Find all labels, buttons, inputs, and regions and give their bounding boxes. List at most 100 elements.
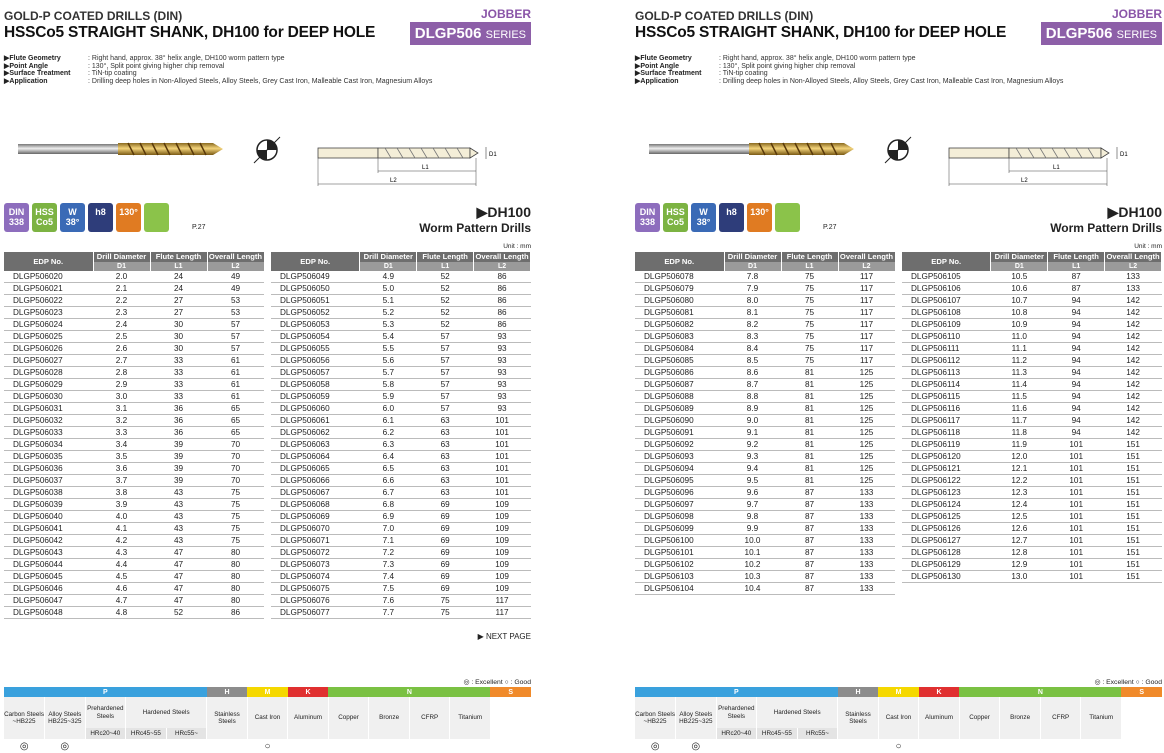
- table-row[interactable]: DLGP506109 10.9 94 142: [902, 318, 1162, 332]
- table-row[interactable]: DLGP506065 6.5 63 101: [271, 462, 531, 476]
- table-row[interactable]: DLGP506055 5.5 57 93: [271, 342, 531, 356]
- table-row[interactable]: DLGP506023 2.3 27 53: [4, 306, 264, 320]
- table-row[interactable]: DLGP506130 13.0 101 151: [902, 570, 1162, 584]
- table-row[interactable]: DLGP506051 5.1 52 86: [271, 294, 531, 308]
- table-row[interactable]: DLGP506125 12.5 101 151: [902, 510, 1162, 524]
- table-row[interactable]: DLGP506103 10.3 87 133: [635, 570, 895, 584]
- table-row[interactable]: DLGP506101 10.1 87 133: [635, 546, 895, 560]
- table-row[interactable]: DLGP506025 2.5 30 57: [4, 330, 264, 344]
- table-row[interactable]: DLGP506127 12.7 101 151: [902, 534, 1162, 548]
- table-row[interactable]: DLGP506090 9.0 81 125: [635, 414, 895, 428]
- table-row[interactable]: DLGP506071 7.1 69 109: [271, 534, 531, 548]
- table-row[interactable]: DLGP506119 11.9 101 151: [902, 438, 1162, 452]
- table-row[interactable]: DLGP506078 7.8 75 117: [635, 271, 895, 284]
- table-row[interactable]: DLGP506110 11.0 94 142: [902, 330, 1162, 344]
- table-row[interactable]: DLGP506031 3.1 36 65: [4, 402, 264, 416]
- table-row[interactable]: DLGP506037 3.7 39 70: [4, 474, 264, 488]
- table-row[interactable]: DLGP506026 2.6 30 57: [4, 342, 264, 356]
- table-row[interactable]: DLGP506075 7.5 69 109: [271, 582, 531, 596]
- table-row[interactable]: DLGP506077 7.7 75 117: [271, 606, 531, 620]
- table-row[interactable]: DLGP506117 11.7 94 142: [902, 414, 1162, 428]
- table-row[interactable]: DLGP506060 6.0 57 93: [271, 402, 531, 416]
- table-row[interactable]: DLGP506084 8.4 75 117: [635, 342, 895, 356]
- table-row[interactable]: DLGP506124 12.4 101 151: [902, 498, 1162, 512]
- table-row[interactable]: DLGP506123 12.3 101 151: [902, 486, 1162, 500]
- table-row[interactable]: DLGP506059 5.9 57 93: [271, 390, 531, 404]
- table-row[interactable]: DLGP506105 10.5 87 133: [902, 271, 1162, 284]
- table-row[interactable]: DLGP506074 7.4 69 109: [271, 570, 531, 584]
- table-row[interactable]: DLGP506083 8.3 75 117: [635, 330, 895, 344]
- table-row[interactable]: DLGP506094 9.4 81 125: [635, 462, 895, 476]
- table-row[interactable]: DLGP506052 5.2 52 86: [271, 306, 531, 320]
- table-row[interactable]: DLGP506080 8.0 75 117: [635, 294, 895, 308]
- table-row[interactable]: DLGP506057 5.7 57 93: [271, 366, 531, 380]
- table-row[interactable]: DLGP506076 7.6 75 117: [271, 594, 531, 608]
- table-row[interactable]: DLGP506032 3.2 36 65: [4, 414, 264, 428]
- table-row[interactable]: DLGP506128 12.8 101 151: [902, 546, 1162, 560]
- table-row[interactable]: DLGP506095 9.5 81 125: [635, 474, 895, 488]
- table-row[interactable]: DLGP506089 8.9 81 125: [635, 402, 895, 416]
- table-row[interactable]: DLGP506073 7.3 69 109: [271, 558, 531, 572]
- table-row[interactable]: DLGP506122 12.2 101 151: [902, 474, 1162, 488]
- table-row[interactable]: DLGP506099 9.9 87 133: [635, 522, 895, 536]
- table-row[interactable]: DLGP506029 2.9 33 61: [4, 378, 264, 392]
- table-row[interactable]: DLGP506088 8.8 81 125: [635, 390, 895, 404]
- table-row[interactable]: DLGP506033 3.3 36 65: [4, 426, 264, 440]
- table-row[interactable]: DLGP506056 5.6 57 93: [271, 354, 531, 368]
- table-row[interactable]: DLGP506038 3.8 43 75: [4, 486, 264, 500]
- table-row[interactable]: DLGP506100 10.0 87 133: [635, 534, 895, 548]
- table-row[interactable]: DLGP506043 4.3 47 80: [4, 546, 264, 560]
- table-row[interactable]: DLGP506044 4.4 47 80: [4, 558, 264, 572]
- table-row[interactable]: DLGP506106 10.6 87 133: [902, 282, 1162, 296]
- table-row[interactable]: DLGP506115 11.5 94 142: [902, 390, 1162, 404]
- table-row[interactable]: DLGP506067 6.7 63 101: [271, 486, 531, 500]
- table-row[interactable]: DLGP506092 9.2 81 125: [635, 438, 895, 452]
- table-row[interactable]: DLGP506068 6.8 69 109: [271, 498, 531, 512]
- table-row[interactable]: DLGP506064 6.4 63 101: [271, 450, 531, 464]
- table-row[interactable]: DLGP506086 8.6 81 125: [635, 366, 895, 380]
- table-row[interactable]: DLGP506113 11.3 94 142: [902, 366, 1162, 380]
- table-row[interactable]: DLGP506111 11.1 94 142: [902, 342, 1162, 356]
- table-row[interactable]: DLGP506028 2.8 33 61: [4, 366, 264, 380]
- table-row[interactable]: DLGP506116 11.6 94 142: [902, 402, 1162, 416]
- table-row[interactable]: DLGP506096 9.6 87 133: [635, 486, 895, 500]
- table-row[interactable]: DLGP506024 2.4 30 57: [4, 318, 264, 332]
- table-row[interactable]: DLGP506098 9.8 87 133: [635, 510, 895, 524]
- table-row[interactable]: DLGP506034 3.4 39 70: [4, 438, 264, 452]
- table-row[interactable]: DLGP506069 6.9 69 109: [271, 510, 531, 524]
- table-row[interactable]: DLGP506081 8.1 75 117: [635, 306, 895, 320]
- table-row[interactable]: DLGP506058 5.8 57 93: [271, 378, 531, 392]
- next-page-link[interactable]: ▶ NEXT PAGE: [477, 632, 531, 641]
- table-row[interactable]: DLGP506039 3.9 43 75: [4, 498, 264, 512]
- table-row[interactable]: DLGP506093 9.3 81 125: [635, 450, 895, 464]
- table-row[interactable]: DLGP506118 11.8 94 142: [902, 426, 1162, 440]
- table-row[interactable]: DLGP506021 2.1 24 49: [4, 282, 264, 296]
- table-row[interactable]: DLGP506050 5.0 52 86: [271, 282, 531, 296]
- table-row[interactable]: DLGP506129 12.9 101 151: [902, 558, 1162, 572]
- table-row[interactable]: DLGP506085 8.5 75 117: [635, 354, 895, 368]
- table-row[interactable]: DLGP506107 10.7 94 142: [902, 294, 1162, 308]
- table-row[interactable]: DLGP506097 9.7 87 133: [635, 498, 895, 512]
- table-row[interactable]: DLGP506114 11.4 94 142: [902, 378, 1162, 392]
- table-row[interactable]: DLGP506048 4.8 52 86: [4, 606, 264, 620]
- table-row[interactable]: DLGP506027 2.7 33 61: [4, 354, 264, 368]
- table-row[interactable]: DLGP506054 5.4 57 93: [271, 330, 531, 344]
- table-row[interactable]: DLGP506035 3.5 39 70: [4, 450, 264, 464]
- table-row[interactable]: DLGP506112 11.2 94 142: [902, 354, 1162, 368]
- table-row[interactable]: DLGP506126 12.6 101 151: [902, 522, 1162, 536]
- table-row[interactable]: DLGP506087 8.7 81 125: [635, 378, 895, 392]
- table-row[interactable]: DLGP506047 4.7 47 80: [4, 594, 264, 608]
- table-row[interactable]: DLGP506104 10.4 87 133: [635, 582, 895, 596]
- table-row[interactable]: DLGP506045 4.5 47 80: [4, 570, 264, 584]
- table-row[interactable]: DLGP506108 10.8 94 142: [902, 306, 1162, 320]
- table-row[interactable]: DLGP506070 7.0 69 109: [271, 522, 531, 536]
- table-row[interactable]: DLGP506072 7.2 69 109: [271, 546, 531, 560]
- table-row[interactable]: DLGP506042 4.2 43 75: [4, 534, 264, 548]
- table-row[interactable]: DLGP506049 4.9 52 86: [271, 271, 531, 284]
- table-row[interactable]: DLGP506066 6.6 63 101: [271, 474, 531, 488]
- table-row[interactable]: DLGP506121 12.1 101 151: [902, 462, 1162, 476]
- table-row[interactable]: DLGP506053 5.3 52 86: [271, 318, 531, 332]
- table-row[interactable]: DLGP506030 3.0 33 61: [4, 390, 264, 404]
- table-row[interactable]: DLGP506020 2.0 24 49: [4, 271, 264, 284]
- table-row[interactable]: DLGP506061 6.1 63 101: [271, 414, 531, 428]
